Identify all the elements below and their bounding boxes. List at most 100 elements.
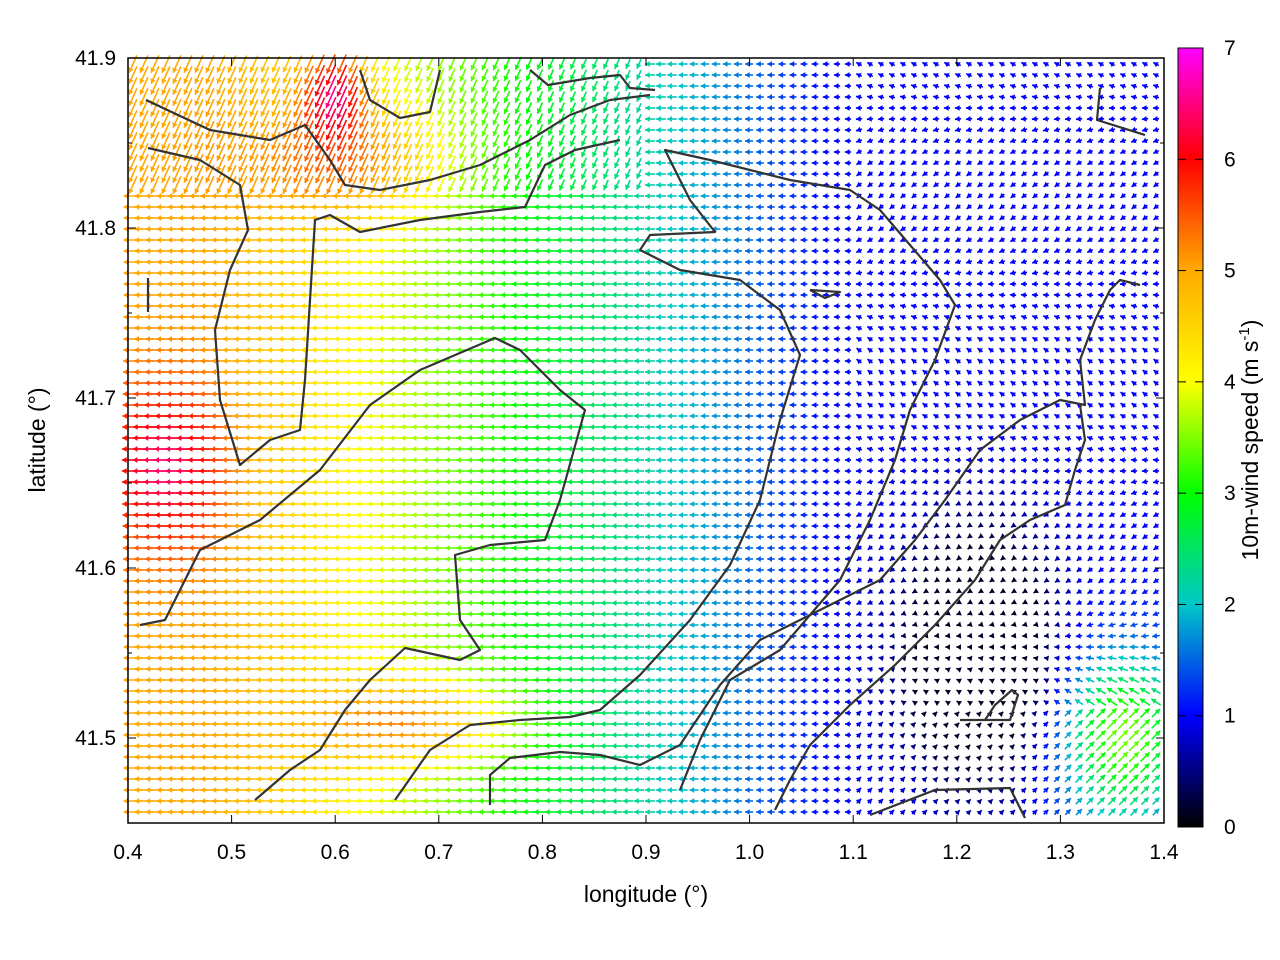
wind-vector-head (600, 314, 606, 320)
wind-vector-head (711, 149, 717, 155)
wind-vector-head (322, 248, 328, 254)
wind-vector-head (600, 259, 606, 265)
wind-vector-head (522, 325, 528, 331)
wind-vector-head (389, 325, 395, 331)
wind-vector-head (426, 143, 432, 149)
wind-vector-head (522, 303, 528, 309)
wind-vector-head (976, 292, 982, 298)
wind-vector-head (633, 248, 639, 254)
wind-vector-head (533, 237, 539, 243)
wind-vector-head (293, 166, 299, 173)
wind-vector-head (625, 162, 631, 168)
wind-vector-head (216, 89, 222, 95)
wind-vector-head (822, 171, 828, 177)
wind-vector-head (522, 248, 528, 254)
wind-vector-head (722, 83, 728, 89)
wind-vector-head (514, 75, 520, 81)
wind-vector-head (289, 281, 295, 287)
wind-vector-head (336, 123, 342, 130)
wind-vector-head (134, 336, 139, 342)
wind-vector-head (139, 100, 145, 106)
wind-vector-head (778, 61, 784, 67)
wind-vector-head (855, 292, 861, 298)
wind-vector-head (600, 226, 606, 232)
wind-vector-head (128, 166, 134, 172)
wind-vector-head (139, 144, 145, 150)
wind-vector-head (689, 281, 695, 287)
wind-vector-head (589, 325, 595, 331)
wind-vector-head (999, 94, 1005, 101)
wind-vector-head (856, 73, 862, 79)
wind-vector-head (700, 193, 706, 199)
wind-vector-head (1098, 203, 1104, 209)
wind-vector-head (503, 152, 509, 158)
wind-vector-head (614, 151, 620, 157)
wind-vector-head (392, 132, 398, 139)
wind-vector-head (998, 292, 1004, 298)
wind-vector-head (567, 314, 572, 320)
wind-vector-head (478, 259, 483, 265)
wind-vector-head (282, 122, 288, 128)
wind-vector-head (337, 166, 343, 173)
wind-vector-head (633, 336, 639, 342)
wind-vector-head (150, 188, 156, 194)
wind-vector-head (267, 347, 272, 353)
wind-vector-head (645, 83, 650, 89)
wind-vector-head (645, 347, 650, 353)
wind-vector-head (988, 170, 994, 176)
wind-vector-head (411, 204, 416, 210)
wind-vector-head (289, 237, 294, 243)
wind-vector-head (304, 177, 310, 184)
wind-vector-head (1020, 116, 1026, 122)
wind-vector-head (988, 94, 994, 101)
wind-vector-head (456, 325, 461, 331)
wind-vector-head (689, 94, 695, 100)
wind-vector-head (889, 148, 895, 154)
wind-vector-head (300, 270, 306, 276)
wind-vector-head (999, 303, 1005, 310)
wind-vector-head (767, 94, 772, 100)
wind-vector-head (867, 192, 873, 198)
wind-vector-head (711, 116, 717, 122)
wind-vector-head (325, 102, 331, 108)
wind-vector-head (249, 155, 255, 161)
wind-vector-head (1153, 192, 1159, 198)
wind-vector-head (249, 166, 255, 172)
wind-vector-head (966, 303, 972, 310)
wind-vector-head (348, 134, 354, 140)
wind-vector-head (678, 215, 683, 221)
wind-vector-head (789, 127, 795, 133)
wind-vector-head (344, 281, 350, 287)
wind-vector-head (467, 204, 472, 210)
wind-vector-head (1142, 303, 1148, 310)
wind-vector-head (700, 94, 706, 100)
wind-vector-head (145, 237, 151, 243)
wind-vector-head (999, 126, 1005, 133)
wind-vector-head (222, 193, 228, 199)
wind-vector-head (756, 138, 761, 144)
wind-vector-head (954, 116, 960, 122)
wind-vector-head (1032, 203, 1038, 209)
wind-vector-head (267, 270, 272, 276)
wind-vector-head (1043, 73, 1049, 79)
wind-vector-head (156, 226, 162, 232)
wind-vector-head (189, 237, 195, 243)
wind-vector-head (522, 226, 528, 232)
wind-vector-head (367, 325, 372, 331)
wind-vector-head (911, 137, 917, 144)
wind-vector-head (899, 292, 905, 298)
wind-vector-head (456, 259, 461, 265)
wind-vector-head (889, 94, 895, 101)
wind-vector-head (988, 192, 994, 198)
wind-vector-head (822, 204, 828, 210)
wind-vector-head (1152, 116, 1158, 122)
wind-vector-head (422, 347, 428, 353)
wind-vector-head (481, 75, 487, 82)
wind-vector-head (161, 111, 167, 117)
wind-vector-head (533, 259, 539, 265)
wind-vector-head (900, 192, 906, 198)
wind-vector-head (216, 155, 222, 161)
wind-vector-head (778, 127, 784, 133)
wind-vector-head (645, 303, 650, 309)
wind-vector-head (911, 170, 917, 176)
